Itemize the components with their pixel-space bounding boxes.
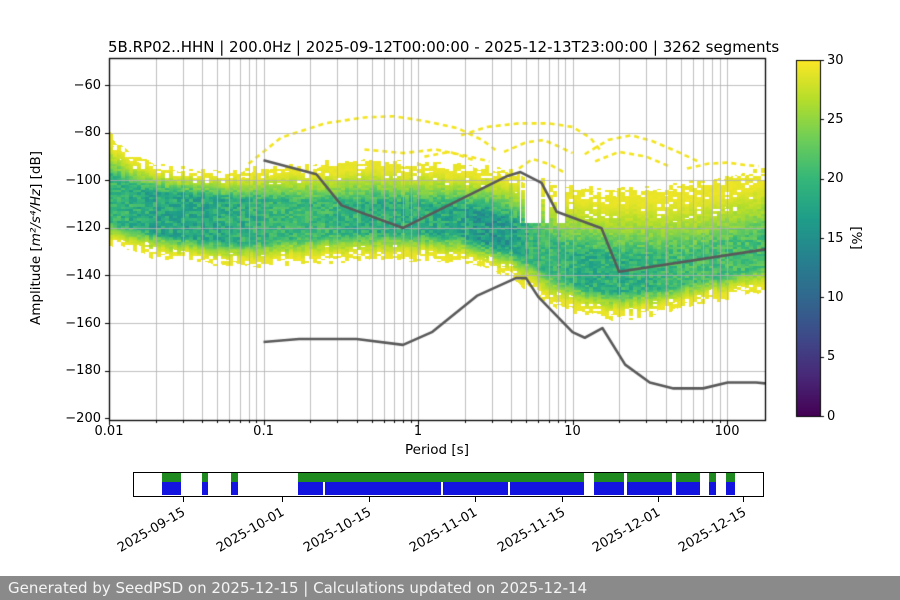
y-axis-label-prefix: Amplitude [ <box>28 246 44 326</box>
timeline-tick <box>562 497 564 502</box>
timeline-tick <box>281 497 283 502</box>
y-tick-label: −160 <box>65 315 101 331</box>
timeline-psd-row <box>230 482 239 495</box>
colorbar-tick-label: 25 <box>827 111 844 127</box>
timeline-psd-row <box>708 482 717 495</box>
timeline-date-label: 2025-11-15 <box>494 505 568 556</box>
timeline-segment <box>676 473 701 496</box>
timeline-date-label: 2025-12-01 <box>590 505 664 556</box>
y-axis-label-suffix: ] [dB] <box>28 150 44 189</box>
timeline-psd-row <box>676 482 701 495</box>
timeline-date-label: 2025-09-15 <box>115 505 189 556</box>
timeline-blue-gap <box>507 482 510 495</box>
timeline-data-row <box>627 473 673 482</box>
timeline-segment <box>201 473 208 496</box>
x-tick-label: 1 <box>413 424 423 439</box>
x-tick-label: 0.01 <box>94 424 124 439</box>
footer-bar: Generated by SeedPSD on 2025-12-15 | Cal… <box>0 576 900 600</box>
colorbar-tick-label: 5 <box>827 349 836 365</box>
x-tick-label: 0.1 <box>253 424 274 439</box>
y-tick-label: −200 <box>65 410 101 426</box>
colorbar-tick-label: 30 <box>827 52 844 68</box>
y-tick-label: −80 <box>73 125 101 141</box>
timeline-date-label: 2025-12-15 <box>675 505 749 556</box>
timeline-date-label: 2025-10-15 <box>301 505 375 556</box>
x-axis-label: Period [s] <box>405 442 469 458</box>
timeline-segment <box>230 473 239 496</box>
y-tick-label: −60 <box>73 77 101 93</box>
y-axis-label-units: m²/s⁴/Hz <box>28 188 44 247</box>
y-axis-label: Amplitude [m²/s⁴/Hz] [dB] <box>28 151 44 325</box>
timeline-tick <box>182 497 184 502</box>
timeline-date-label: 2025-11-01 <box>407 505 481 556</box>
timeline-segment <box>725 473 735 496</box>
footer-text: Generated by SeedPSD on 2025-12-15 | Cal… <box>8 579 588 597</box>
colorbar-tick-label: 15 <box>827 230 844 246</box>
timeline-segment <box>627 473 673 496</box>
ppsd-plot-canvas <box>0 0 900 470</box>
timeline-segment <box>594 473 624 496</box>
timeline-segment <box>161 473 182 496</box>
y-tick-label: −100 <box>65 172 101 188</box>
y-tick-label: −140 <box>65 267 101 283</box>
timeline-data-row <box>201 473 208 482</box>
timeline-data-row <box>708 473 717 482</box>
x-tick-label: 100 <box>714 424 740 439</box>
timeline-psd-row <box>725 482 735 495</box>
timeline-tick <box>475 497 476 502</box>
timeline-psd-row <box>594 482 624 495</box>
timeline-data-row <box>298 473 585 482</box>
timeline-data-row <box>725 473 735 482</box>
timeline-tick <box>368 497 370 502</box>
colorbar-tick-label: 20 <box>827 171 844 187</box>
timeline-blue-gap <box>440 482 443 495</box>
y-tick-label: −120 <box>65 220 101 236</box>
timeline-data-row <box>230 473 239 482</box>
colorbar-tick-label: 10 <box>827 289 844 305</box>
colorbar-label: [%] <box>848 226 864 250</box>
timeline-tick <box>657 497 659 502</box>
timeline-psd-row <box>201 482 208 495</box>
x-tick-label: 10 <box>564 424 581 439</box>
timeline-data-row <box>594 473 624 482</box>
timeline-blue-gap <box>322 482 325 495</box>
timeline-data-row <box>161 473 182 482</box>
timeline-psd-row <box>627 482 673 495</box>
timeline-data-row <box>676 473 701 482</box>
plot-title: 5B.RP02..HHN | 200.0Hz | 2025-09-12T00:0… <box>108 38 780 56</box>
timeline-date-label: 2025-10-01 <box>214 505 288 556</box>
y-tick-label: −180 <box>65 363 101 379</box>
coverage-timeline <box>133 472 764 497</box>
timeline-segment <box>708 473 717 496</box>
timeline-tick <box>743 497 745 502</box>
timeline-psd-row <box>161 482 182 495</box>
colorbar-tick-label: 0 <box>827 408 836 424</box>
